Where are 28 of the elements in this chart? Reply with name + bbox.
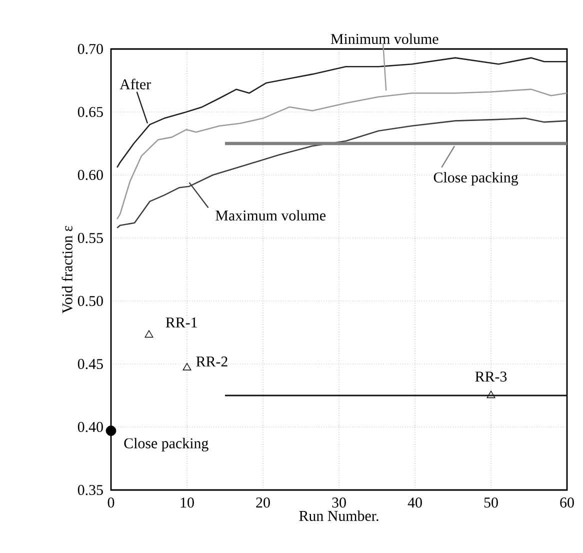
series-label: RR-3 [475, 372, 507, 382]
y-tick-label: 0.50 [78, 296, 103, 306]
x-tick-label: 20 [256, 498, 270, 508]
series-label: Close packing [124, 438, 208, 452]
y-tick-label: 0.60 [78, 170, 103, 180]
x-tick-label: 60 [560, 498, 574, 508]
x-axis-title: Run Number. [299, 510, 378, 522]
y-tick-label: 0.45 [78, 358, 103, 370]
line-series [116, 57, 568, 168]
y-tick-label: 0.65 [78, 106, 103, 118]
line-series [116, 118, 568, 229]
legend-label: Close packing [434, 172, 518, 186]
text: After [120, 78, 151, 90]
series-label: RR-1 [166, 317, 197, 328]
text: Minimum volume [330, 34, 438, 44]
x-tick-label: 0 [108, 498, 114, 508]
line-series [116, 88, 568, 220]
x-tick-label: 10 [180, 498, 194, 508]
y-tick-label: 0.70 [78, 44, 103, 54]
x-tick-label: 50 [484, 498, 498, 508]
x-tick-label: 40 [408, 498, 422, 508]
series-label: RR-2 [196, 356, 228, 366]
y-tick-label: 0.55 [78, 232, 103, 244]
text: Maximum volume [216, 210, 326, 221]
x-tick-label: 30 [332, 498, 346, 508]
y-tick-label: 0.40 [78, 422, 103, 432]
y-axis-title: Void fraction ε [62, 226, 72, 314]
y-tick-label: 0.35 [78, 484, 103, 496]
